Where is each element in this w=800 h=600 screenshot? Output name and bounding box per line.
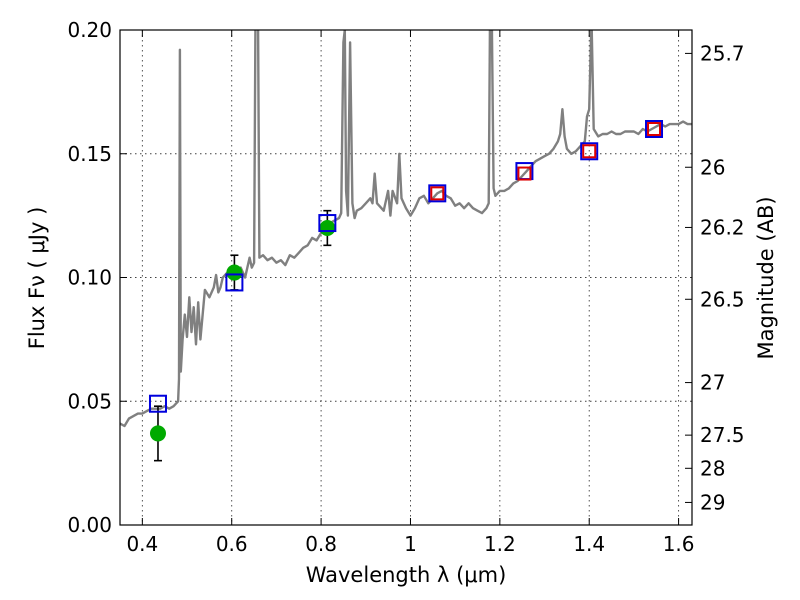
y-tick-label: 0.05 [67,389,112,413]
magnitude-tick-label: 26.5 [700,287,745,311]
photometry-layer [148,120,664,462]
x-tick-label: 1 [404,532,417,556]
spectrum-line [120,30,692,428]
model-photometry-square [318,214,337,233]
x-tick-label: 1.6 [663,532,695,556]
y-tick-label: 0.00 [67,513,112,537]
x-tick-label: 0.4 [126,532,158,556]
y-tick-label: 0.10 [67,266,112,290]
model-photometry-square [148,394,167,413]
x-axis-ticks: 0.4 0.6 0.8 1 1.2 1.4 1.6 [126,30,695,556]
magnitude-tick-label: 28 [700,456,725,480]
observed-point [226,264,243,281]
grid-lines [120,30,692,525]
magnitude-axis-label: Magnitude (AB) [754,196,778,359]
upper-limit-square [430,186,445,201]
observed-point [149,425,166,442]
model-photometry-square [428,184,447,203]
upper-limit-square [517,166,532,181]
model-photometry-square [225,273,244,292]
magnitude-axis-ticks: 25.7 26 26.2 26.5 27 27.5 28 29 [685,41,745,514]
magnitude-tick-label: 25.7 [700,41,745,65]
y-axis-label: Flux Fν ( μJy ) [25,207,49,350]
upper-limit-square [582,144,597,159]
magnitude-tick-label: 29 [700,490,725,514]
x-tick-label: 0.6 [216,532,248,556]
spectrum-layer [120,30,692,428]
magnitude-tick-label: 27 [700,371,725,395]
model-photometry-square [580,142,599,161]
magnitude-tick-label: 27.5 [700,423,745,447]
observed-point [319,220,336,236]
model-photometry-square [645,120,664,138]
magnitude-tick-label: 26 [700,155,725,179]
x-tick-label: 1.4 [573,532,605,556]
x-tick-label: 1.2 [484,532,516,556]
magnitude-tick-label: 26.2 [700,215,745,239]
y-axis-ticks: 0.00 0.05 0.10 0.15 0.20 [67,18,127,537]
upper-limit-square [647,122,662,136]
x-axis-label: Wavelength λ (μm) [306,563,507,587]
x-tick-label: 0.8 [305,532,337,556]
y-tick-label: 0.15 [67,142,112,166]
y-tick-label: 0.20 [67,18,112,42]
